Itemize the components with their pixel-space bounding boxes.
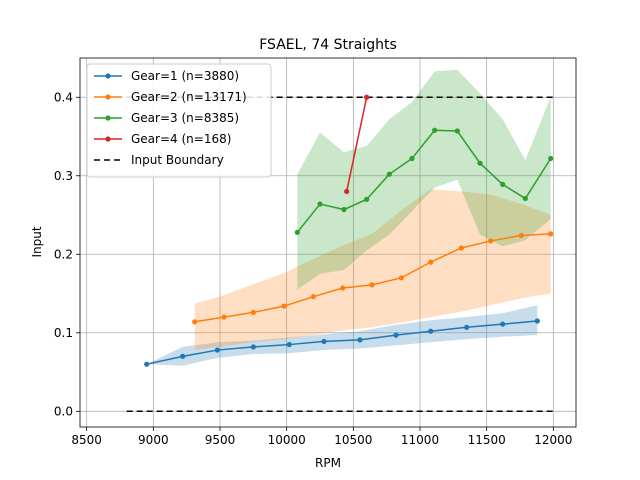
legend: Gear=1 (n=3880) Gear=2 (n=13171) Gear=3 (n…	[86, 63, 272, 178]
point-gear-3-n-8385	[386, 171, 392, 177]
point-gear-2-n-13171	[310, 294, 316, 300]
point-gear-1-n-3880	[250, 344, 256, 350]
legend-entry: Gear=2 (n=13171)	[94, 90, 247, 104]
point-gear-2-n-13171	[221, 314, 227, 320]
point-gear-3-n-8385	[409, 155, 415, 162]
point-gear-3-n-8385	[317, 201, 323, 207]
point-gear-1-n-3880	[428, 328, 434, 334]
point-gear-4-n-168	[364, 94, 370, 100]
point-gear-1-n-3880	[144, 361, 150, 367]
point-gear-3-n-8385	[500, 181, 506, 188]
point-gear-2-n-13171	[548, 231, 554, 237]
point-gear-1-n-3880	[321, 338, 327, 345]
x-tick-label: 9000	[138, 433, 169, 447]
legend-entry: Input Boundary	[94, 153, 224, 167]
point-gear-2-n-13171	[488, 238, 494, 244]
x-tick-label: 8500	[71, 433, 102, 447]
point-gear-3-n-8385	[341, 206, 347, 213]
x-tick-label: 10500	[334, 433, 372, 447]
line-gear-1-n-3880	[146, 320, 538, 365]
x-tick-label: 9500	[205, 433, 236, 447]
legend-label: Gear=2 (n=13171)	[131, 90, 247, 104]
x-tick-label: 11500	[468, 433, 506, 447]
band-gear-3-n-8385	[297, 69, 551, 290]
x-tick-label: 10000	[268, 433, 306, 447]
legend-entry: Gear=1 (n=3880)	[94, 69, 239, 83]
point-gear-1-n-3880	[393, 332, 399, 338]
point-gear-3-n-8385	[454, 128, 460, 134]
legend-marker	[105, 94, 111, 100]
point-gear-2-n-13171	[398, 275, 404, 281]
point-gear-1-n-3880	[464, 324, 470, 330]
legend-label: Gear=3 (n=8385)	[131, 111, 239, 125]
confidence-bands	[146, 69, 551, 366]
point-gear-1-n-3880	[357, 337, 363, 343]
point-gear-3-n-8385	[477, 160, 483, 166]
plot-frame	[79, 57, 577, 428]
y-tick-label: 0.4	[54, 90, 73, 104]
legend-box	[86, 63, 272, 178]
point-gear-3-n-8385	[548, 155, 554, 162]
point-gear-2-n-13171	[458, 245, 464, 251]
x-tick-label: 12000	[534, 433, 572, 447]
point-gear-3-n-8385	[364, 196, 370, 202]
series-lines	[144, 94, 554, 367]
chart-title: FSAEL, 74 Straights	[259, 37, 396, 53]
y-axis-label: Input	[30, 226, 44, 257]
point-gear-2-n-13171	[428, 259, 434, 265]
legend-entry: Gear=3 (n=8385)	[94, 111, 239, 125]
legend-marker	[105, 73, 111, 79]
legend-label: Gear=1 (n=3880)	[131, 69, 239, 83]
point-gear-1-n-3880	[534, 318, 540, 324]
legend-marker	[105, 115, 111, 121]
legend-label: Input Boundary	[131, 153, 224, 167]
point-gear-1-n-3880	[180, 353, 186, 359]
x-axis-label: RPM	[315, 456, 341, 470]
point-gear-3-n-8385	[432, 127, 438, 133]
legend-marker	[105, 136, 111, 142]
point-gear-3-n-8385	[294, 229, 300, 235]
y-tick-label: 0.0	[54, 404, 73, 418]
band-gear-1-n-3880	[146, 305, 538, 366]
point-gear-1-n-3880	[500, 321, 506, 327]
axis-ticks: 8500 9000 9500 10000 10500 11000 11500 12000 0.0…	[54, 90, 573, 447]
y-tick-label: 0.1	[54, 326, 73, 340]
line-gear-3-n-8385	[296, 129, 552, 233]
point-gear-1-n-3880	[286, 341, 292, 348]
point-gear-1-n-3880	[214, 347, 220, 353]
point-gear-2-n-13171	[340, 285, 346, 291]
line-gear-4-n-168	[345, 97, 368, 192]
point-gear-2-n-13171	[192, 319, 198, 325]
legend-entry: Gear=4 (n=168)	[94, 132, 231, 146]
point-gear-4-n-168	[344, 188, 350, 195]
point-gear-3-n-8385	[522, 195, 528, 202]
y-tick-label: 0.3	[54, 169, 73, 183]
band-gear-2-n-13171	[194, 189, 551, 351]
point-gear-2-n-13171	[281, 303, 287, 309]
point-gear-2-n-13171	[250, 309, 256, 315]
x-tick-label: 11000	[401, 433, 439, 447]
point-gear-2-n-13171	[518, 232, 524, 239]
y-tick-label: 0.2	[54, 247, 73, 261]
legend-label: Gear=4 (n=168)	[131, 132, 231, 146]
point-gear-2-n-13171	[369, 282, 375, 288]
